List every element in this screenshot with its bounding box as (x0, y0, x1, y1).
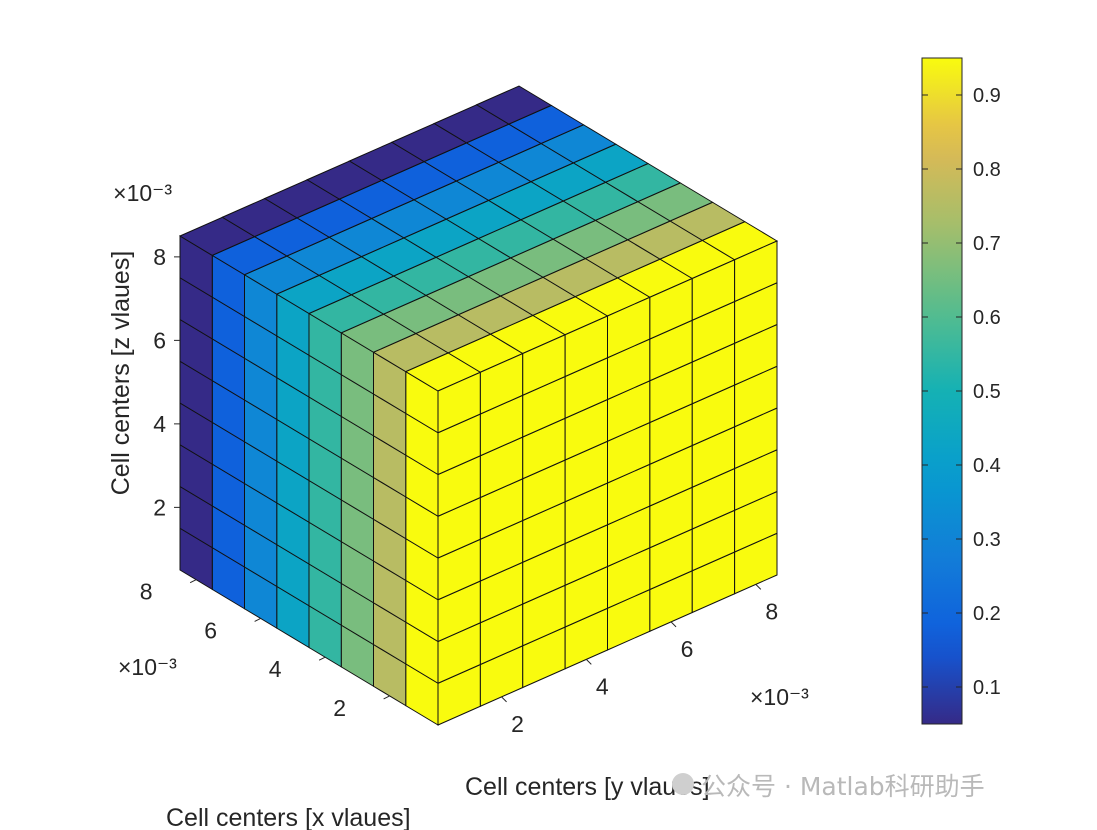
y-tick-label: 8 (765, 598, 778, 624)
voxel-face-front (734, 240, 778, 303)
y-tick-label: 2 (511, 711, 524, 737)
voxel-cube (178, 85, 779, 726)
x-tick-label: 4 (269, 656, 282, 682)
x-tick-mark (383, 695, 390, 700)
y-axis-label: Cell centers [y vlaues] (465, 773, 710, 801)
x-tick-mark (318, 656, 326, 661)
y-tick-label: 4 (596, 673, 609, 699)
y-tick-mark (755, 584, 762, 590)
wechat-icon (672, 773, 694, 795)
z-tick-label: 4 (153, 411, 166, 437)
colorbar-tick-label: 0.5 (973, 381, 1001, 403)
x-tick-mark (254, 617, 261, 622)
x-exponent-label: ×10⁻³ (118, 654, 177, 680)
z-tick-label: 2 (153, 494, 166, 520)
colorbar-tick-label: 0.4 (973, 455, 1001, 477)
colorbar: 0.1 0.2 0.3 0.4 0.5 0.6 0.7 0.8 0.9 (921, 57, 1001, 725)
z-tick-label: 6 (153, 327, 166, 353)
colorbar-tick-label: 0.9 (973, 85, 1001, 107)
colorbar-tick-label: 0.8 (973, 159, 1001, 181)
z-exponent-label: ×10⁻³ (113, 180, 172, 206)
y-tick-mark (585, 659, 592, 665)
y-tick-mark (501, 696, 507, 703)
x-tick-mark (189, 579, 197, 584)
voxel-face-top (475, 85, 553, 125)
x-tick-label: 2 (333, 695, 346, 721)
x-tick-label: 6 (204, 617, 217, 643)
colorbar-tick-label: 0.2 (973, 603, 1001, 625)
colorbar-tick-label: 0.7 (973, 233, 1001, 255)
x-axis-label: Cell centers [x vlaues] (166, 804, 411, 830)
z-axis-label: Cell centers [z vlaues] (107, 251, 135, 496)
colorbar-tick-label: 0.1 (973, 677, 1001, 699)
y-tick-mark (670, 621, 677, 628)
colorbar-tick-label: 0.3 (973, 529, 1001, 551)
y-exponent-label: ×10⁻³ (750, 684, 809, 710)
colorbar-tick-label: 0.6 (973, 307, 1001, 329)
y-tick-label: 6 (681, 636, 694, 662)
x-tick-label: 8 (140, 579, 153, 605)
axes: 2 4 6 8 ×10⁻³ 2 4 6 8 ×10⁻³ 2 4 6 8 ×10⁻³ (113, 180, 809, 737)
z-tick-label: 8 (153, 244, 166, 270)
watermark-text: 公众号 · Matlab科研助手 (701, 772, 985, 801)
watermark: 公众号 · Matlab科研助手 (672, 772, 985, 801)
